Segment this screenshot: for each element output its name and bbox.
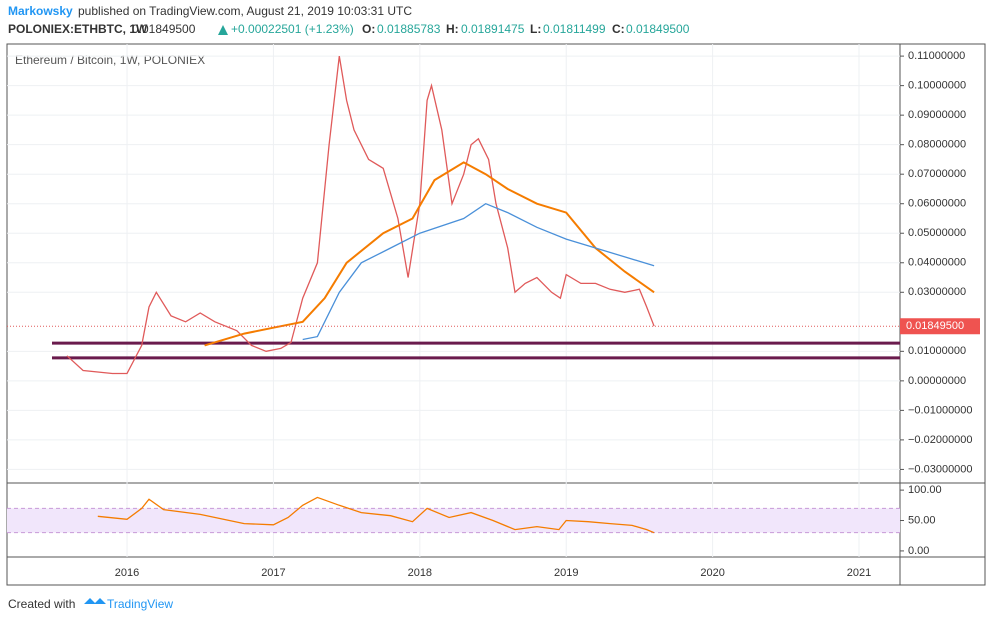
x-tick-label: 2017 <box>261 567 285 579</box>
up-arrow <box>218 25 228 35</box>
y-tick-label: 0.00 <box>908 545 929 557</box>
series-line <box>66 55 655 375</box>
symbol: POLONIEX:ETHBTC, 1W <box>8 22 148 36</box>
brand-logo <box>84 598 106 604</box>
x-tick-label: 2019 <box>554 567 578 579</box>
l-value: 0.01811499 <box>543 22 606 36</box>
y-tick-label: 0.09000000 <box>908 109 966 121</box>
c-label: C: <box>612 22 625 36</box>
x-tick-label: 2021 <box>847 567 871 579</box>
y-tick-label: 50.00 <box>908 514 936 526</box>
y-tick-label: −0.03000000 <box>908 463 973 475</box>
h-label: H: <box>446 22 459 36</box>
y-tick-label: 0.01000000 <box>908 345 966 357</box>
h-value: 0.01891475 <box>461 22 525 36</box>
series-line <box>204 161 655 347</box>
x-tick-label: 2016 <box>115 567 139 579</box>
y-tick-label: 0.03000000 <box>908 286 966 298</box>
y-tick-label: −0.01000000 <box>908 404 973 416</box>
close: 0.01849500 <box>132 22 196 36</box>
last-price-label: 0.01849500 <box>906 320 964 332</box>
y-tick-label: 0.05000000 <box>908 227 966 239</box>
rsi-band <box>7 508 900 533</box>
x-tick-label: 2020 <box>700 567 724 579</box>
frame <box>6 43 986 586</box>
footer-text: Created with <box>8 597 75 611</box>
o-label: O: <box>362 22 375 36</box>
o-value: 0.01885783 <box>377 22 441 36</box>
y-tick-label: 0.06000000 <box>908 198 966 210</box>
last-price-box <box>900 318 980 335</box>
y-tick-label: 0.04000000 <box>908 257 966 269</box>
change: +0.00022501 (+1.23%) <box>231 22 354 36</box>
published: published on TradingView.com, August 21,… <box>78 4 412 18</box>
y-tick-label: 0.11000000 <box>908 50 965 62</box>
y-tick-label: −0.02000000 <box>908 434 973 446</box>
author[interactable]: Markowsky <box>8 4 73 18</box>
brand[interactable]: TradingView <box>107 597 173 611</box>
series-line <box>97 496 655 534</box>
l-label: L: <box>530 22 541 36</box>
y-tick-label: 0.10000000 <box>908 80 966 92</box>
series-line <box>302 202 655 341</box>
x-tick-label: 2018 <box>408 567 432 579</box>
chart-title: Ethereum / Bitcoin, 1W, POLONIEX <box>15 53 205 67</box>
c-value: 0.01849500 <box>626 22 690 36</box>
y-tick-label: 0.07000000 <box>908 168 966 180</box>
y-tick-label: 0.08000000 <box>908 139 966 151</box>
y-tick-label: 0.00000000 <box>908 375 966 387</box>
y-tick-label: 100.00 <box>908 484 942 496</box>
